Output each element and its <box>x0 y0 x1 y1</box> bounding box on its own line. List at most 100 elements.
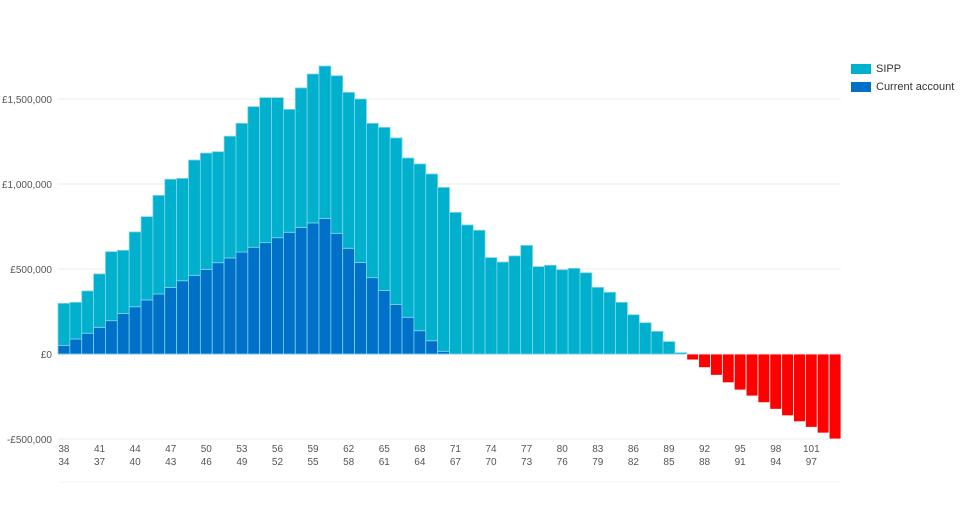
x-tick-label-secondary: 49 <box>236 457 248 468</box>
x-tick-label-secondary: 88 <box>699 457 711 468</box>
bar-sipp <box>555 269 569 355</box>
bar-sipp <box>627 314 640 355</box>
bar-sipp <box>366 122 379 279</box>
bar-sipp <box>508 255 522 355</box>
x-tick-label-secondary: 34 <box>58 457 70 468</box>
bar-sipp <box>638 322 652 355</box>
bar-current-account <box>152 293 166 355</box>
x-tick-label-secondary: 37 <box>94 457 106 468</box>
x-tick-label-age: 95 <box>735 444 747 455</box>
bar-current-account <box>377 290 391 355</box>
bar-sipp <box>294 87 308 228</box>
bar-sipp <box>271 97 284 239</box>
bar-current-account-negative <box>793 353 806 423</box>
x-tick-label-age: 71 <box>450 444 462 455</box>
x-tick-label-age: 98 <box>770 444 782 455</box>
x-tick-label-secondary: 73 <box>521 457 533 468</box>
bar-current-account <box>271 237 284 355</box>
x-tick-label-age: 65 <box>379 444 391 455</box>
x-tick-label-age: 68 <box>414 444 426 455</box>
bar-sipp <box>69 301 83 340</box>
bar-sipp <box>389 137 403 305</box>
y-tick-label: £0 <box>41 350 53 361</box>
x-tick-label-age: 56 <box>272 444 284 455</box>
x-tick-label-age: 92 <box>699 444 711 455</box>
bar-sipp <box>520 244 533 355</box>
bar-sipp <box>116 249 130 314</box>
bar-current-account-negative <box>757 353 771 404</box>
bar-current-account <box>294 226 308 355</box>
bar-sipp <box>152 194 166 295</box>
x-tick-label-age: 74 <box>485 444 497 455</box>
bar-sipp <box>223 135 237 259</box>
bar-sipp <box>472 229 486 355</box>
bar-sipp <box>283 108 296 233</box>
bar-current-account <box>223 257 237 355</box>
bar-current-account <box>105 320 118 355</box>
bar-sipp <box>140 216 154 301</box>
x-tick-label-age: 50 <box>201 444 213 455</box>
bar-sipp <box>342 91 355 249</box>
bar-current-account-negative <box>733 353 747 391</box>
bar-sipp <box>199 152 213 270</box>
bar-current-account <box>235 251 249 355</box>
bar-current-account-negative <box>686 353 700 361</box>
x-tick-label-age: 101 <box>803 444 820 455</box>
bar-sipp <box>662 341 676 355</box>
legend-swatch-sipp <box>851 64 871 74</box>
bar-current-account <box>69 338 83 355</box>
bar-current-account <box>342 247 355 355</box>
bar-current-account-negative <box>721 353 735 384</box>
x-tick-label-secondary: 94 <box>770 457 782 468</box>
bar-sipp <box>425 173 439 342</box>
x-tick-label-age: 53 <box>236 444 248 455</box>
bar-current-account <box>283 231 296 355</box>
bar-sipp <box>57 302 71 346</box>
x-tick-label-secondary: 97 <box>806 457 818 468</box>
bar-current-account <box>318 217 332 355</box>
bar-current-account-negative <box>710 353 723 376</box>
x-tick-label-age: 77 <box>521 444 533 455</box>
bar-sipp <box>188 159 201 276</box>
bar-sipp <box>532 266 545 355</box>
bar-sipp <box>401 157 415 318</box>
bar-current-account <box>211 262 225 355</box>
y-tick-label: £500,000 <box>10 265 52 276</box>
x-tick-label-age: 80 <box>557 444 569 455</box>
x-tick-label-secondary: 46 <box>201 457 213 468</box>
bar-current-account <box>140 299 154 355</box>
bar-sipp <box>128 231 142 308</box>
bar-current-account <box>188 274 201 355</box>
bar-sipp <box>318 65 332 219</box>
x-tick-label-age: 38 <box>58 444 70 455</box>
bar-sipp <box>259 97 272 244</box>
x-tick-label-secondary: 82 <box>628 457 640 468</box>
x-tick-label-secondary: 85 <box>663 457 675 468</box>
bar-sipp <box>650 330 664 355</box>
legend-swatch-current-account <box>851 82 871 92</box>
bar-sipp <box>176 177 189 282</box>
bar-sipp <box>354 98 367 263</box>
bar-sipp <box>81 290 94 334</box>
bar-sipp <box>449 211 462 355</box>
bar-sipp <box>460 224 474 355</box>
bar-current-account <box>425 340 439 355</box>
bar-sipp <box>377 126 391 291</box>
x-tick-label-secondary: 40 <box>130 457 142 468</box>
x-tick-label-age: 83 <box>592 444 604 455</box>
bar-current-account-negative <box>781 353 794 417</box>
bar-sipp <box>247 106 261 248</box>
legend-item-current-account[interactable]: Current account <box>851 78 954 96</box>
bar-current-account-negative <box>769 353 783 410</box>
bar-sipp <box>544 264 557 355</box>
bar-sipp <box>330 75 344 234</box>
bar-current-account-negative <box>745 353 759 397</box>
bar-current-account <box>128 306 142 355</box>
legend-item-sipp[interactable]: SIPP <box>851 60 954 78</box>
bar-current-account <box>330 232 344 355</box>
bar-current-account <box>164 286 178 355</box>
legend-label-sipp: SIPP <box>876 63 902 75</box>
bar-current-account <box>389 303 403 355</box>
